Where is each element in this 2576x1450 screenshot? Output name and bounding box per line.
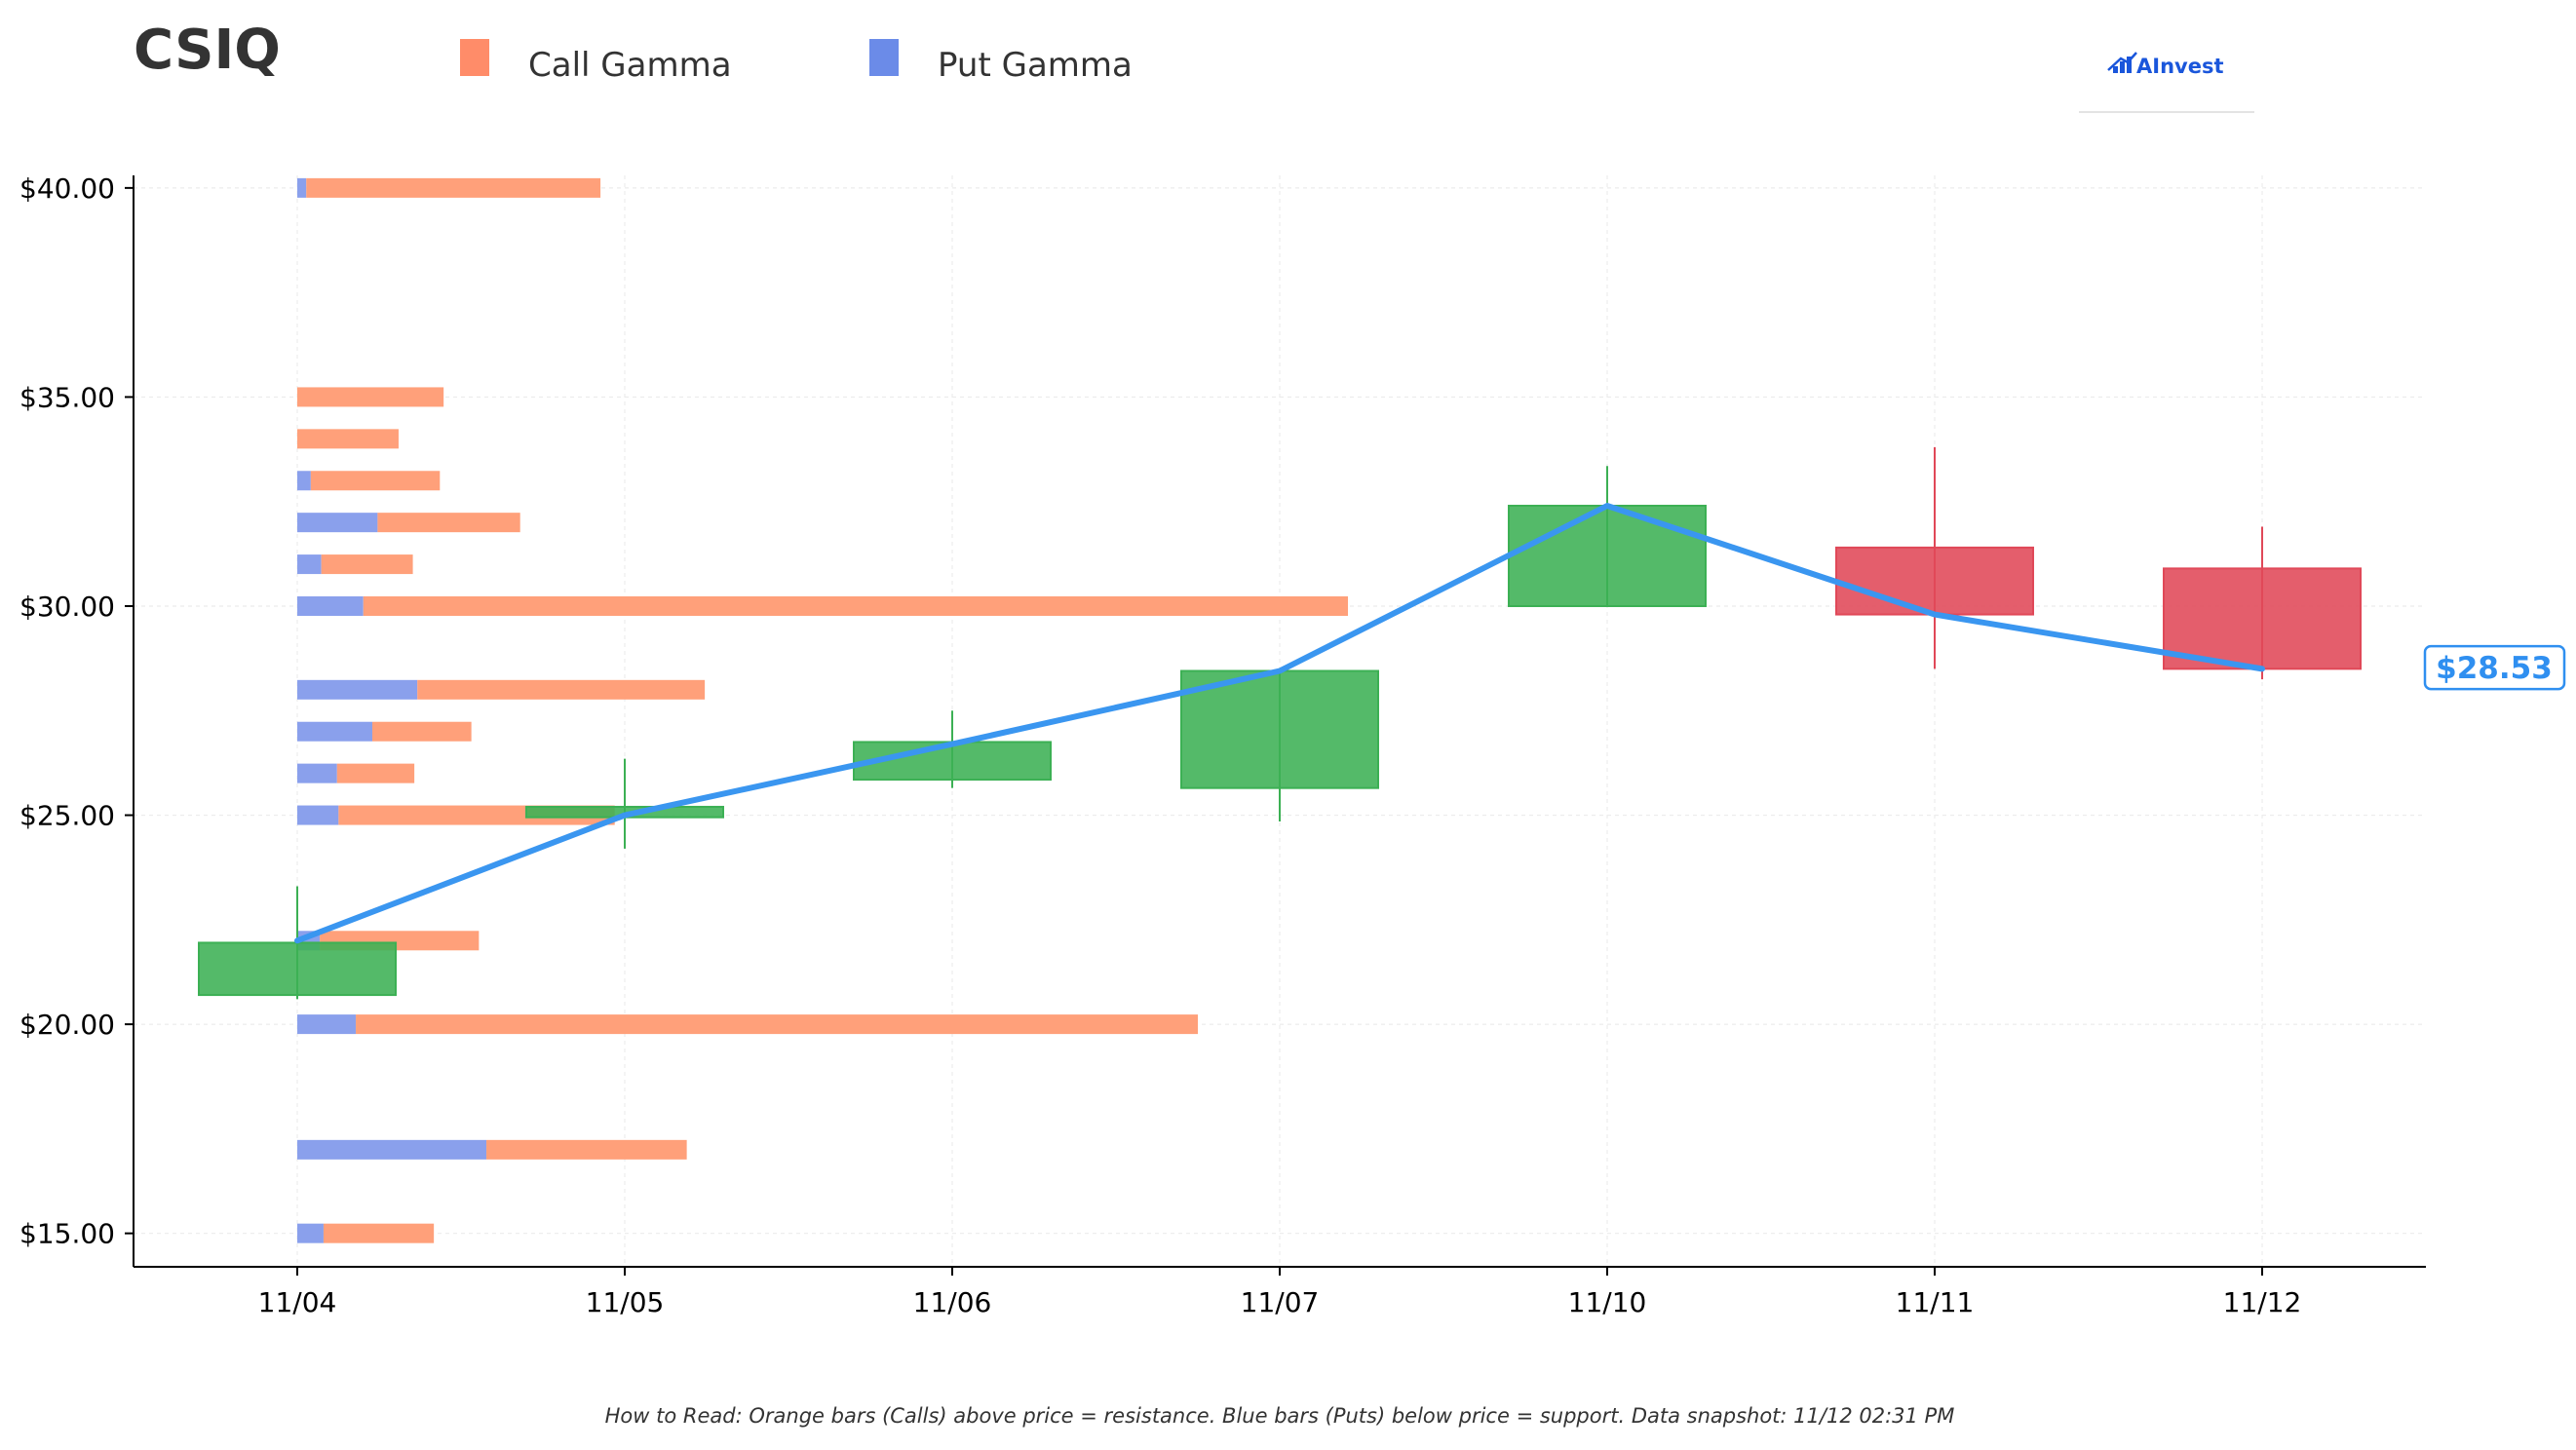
- price-tag-label: $28.53: [2436, 651, 2553, 686]
- y-tick-label-2: $25.00: [19, 800, 115, 832]
- put-gamma-bar-8: [297, 721, 372, 742]
- candle-body-6: [2163, 567, 2362, 670]
- call-gamma-bar-3: [310, 471, 441, 491]
- put-gamma-bar-4: [297, 513, 378, 533]
- legend-call-label: Call Gamma: [528, 46, 732, 85]
- call-gamma-bar-12: [356, 1014, 1198, 1035]
- call-gamma-bar-5: [321, 554, 413, 575]
- put-gamma-bar-5: [297, 554, 322, 575]
- x-tick-label-4: 11/10: [1568, 1286, 1647, 1318]
- put-gamma-bar-13: [297, 1139, 487, 1160]
- brand-chart-icon: [2107, 52, 2137, 73]
- current-price-tag: $28.53: [2423, 644, 2566, 691]
- x-tick-label-6: 11/12: [2223, 1286, 2302, 1318]
- put-gamma-bar-9: [297, 763, 337, 783]
- call-gamma-bar-4: [377, 513, 520, 533]
- put-gamma-bar-10: [297, 805, 339, 825]
- call-gamma-bar-2: [297, 429, 399, 449]
- x-tick-label-2: 11/06: [913, 1286, 992, 1318]
- legend: Call Gamma Put Gamma: [460, 39, 1133, 85]
- how-to-read-footnote: How to Read: Orange bars (Calls) above p…: [605, 1404, 1955, 1428]
- call-gamma-bar-0: [306, 177, 601, 198]
- legend-put-label: Put Gamma: [938, 46, 1133, 85]
- y-tick-label-0: $15.00: [19, 1218, 115, 1250]
- call-gamma-bar-7: [417, 679, 706, 700]
- put-gamma-bar-14: [297, 1223, 324, 1243]
- ticker-title: CSIQ: [134, 19, 281, 82]
- axes: $15.00 $20.00 $25.00 $30.00 $35.00 $40.00 11/0…: [19, 172, 2426, 1318]
- brand-logo: AInvest: [2079, 52, 2254, 113]
- put-gamma-bar-0: [297, 177, 307, 198]
- put-gamma-bar-3: [297, 471, 311, 491]
- legend-put-swatch: [869, 39, 899, 76]
- put-gamma-bar-12: [297, 1014, 357, 1035]
- put-gamma-bar-6: [297, 595, 364, 616]
- put-gamma-bar-7: [297, 679, 418, 700]
- call-gamma-bar-13: [486, 1139, 687, 1160]
- candle-body-0: [198, 941, 397, 997]
- close-price-line: [294, 503, 2265, 944]
- price-tag-box: [2423, 644, 2566, 691]
- candle-body-4: [1508, 505, 1707, 607]
- call-gamma-bar-6: [363, 595, 1348, 616]
- x-tick-label-1: 11/05: [586, 1286, 665, 1318]
- close-line: [294, 503, 2265, 944]
- x-tick-label-5: 11/11: [1896, 1286, 1975, 1318]
- call-gamma-bar-14: [323, 1223, 435, 1243]
- brand-name: AInvest: [2136, 55, 2224, 78]
- call-gamma-bar-8: [372, 721, 472, 742]
- candle-body-3: [1180, 669, 1379, 789]
- call-gamma-bar-1: [297, 387, 444, 407]
- x-tick-label-0: 11/04: [258, 1286, 337, 1318]
- y-tick-label-5: $40.00: [19, 172, 115, 205]
- y-tick-label-3: $30.00: [19, 591, 115, 623]
- call-gamma-bar-9: [336, 763, 415, 783]
- candle-body-5: [1835, 546, 2034, 616]
- y-tick-label-4: $35.00: [19, 381, 115, 413]
- x-tick-label-3: 11/07: [1241, 1286, 1320, 1318]
- legend-call-swatch: [460, 39, 489, 76]
- candles: [198, 446, 2362, 1000]
- y-tick-label-1: $20.00: [19, 1009, 115, 1041]
